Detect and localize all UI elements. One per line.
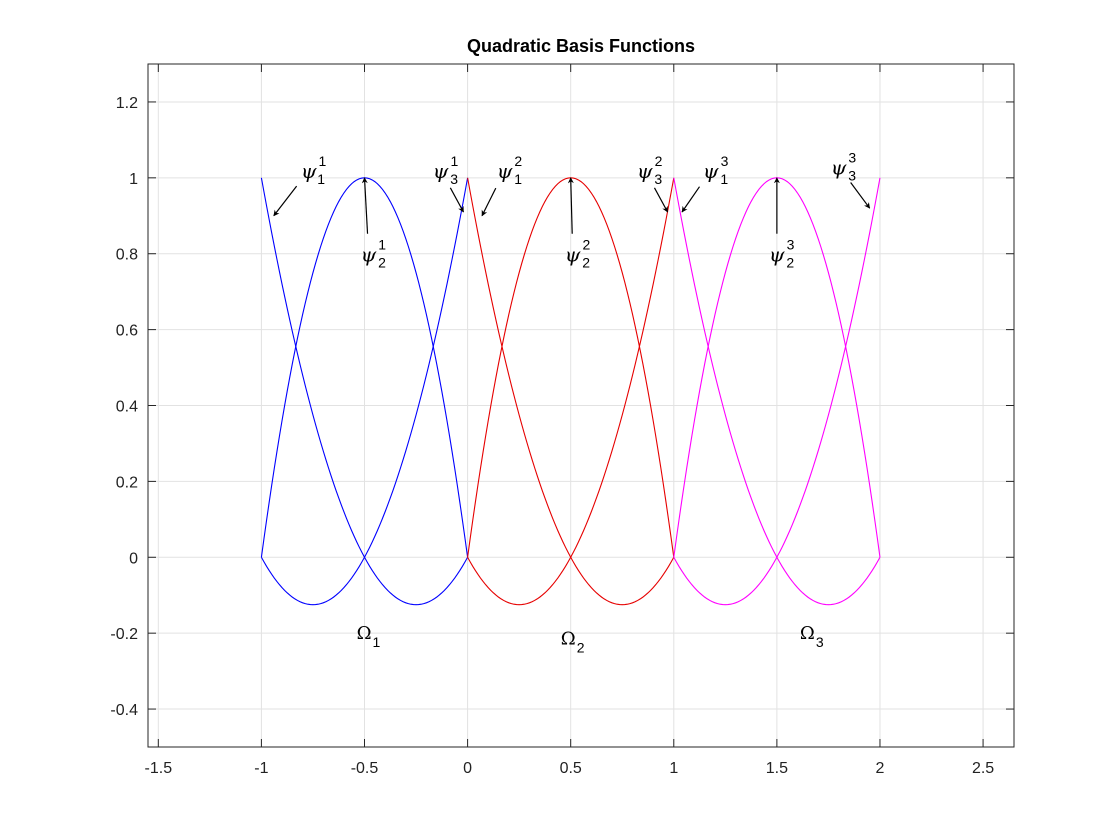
y-tick-label: 0 [129,550,138,567]
chart-title: Quadratic Basis Functions [467,36,695,56]
domain-label-base: Ω [800,623,815,644]
domain-label: Ω1 [357,623,381,650]
domain-label-sub: 3 [816,634,824,650]
y-tick-label: 0.4 [116,399,138,416]
x-tick-label: 1 [669,760,678,777]
annotation-arrow [449,187,464,213]
domain-label-base: Ω [561,629,576,650]
annotation-arrow [850,182,871,209]
annotation-sub: 2 [378,255,386,271]
annotation-sub: 3 [450,171,458,187]
annotation-sup: 1 [319,153,327,169]
curve-element-3-psi3 [673,177,881,606]
annotation-sup: 2 [582,237,590,253]
annotation-sub: 1 [317,171,325,187]
annotation-sup: 2 [514,153,522,169]
domain-label: Ω3 [800,623,824,650]
annotations: ψ 1 1ψ 1 2ψ 1 3 ψ 2 1ψ 2 2ψ 2 3 ψ 3 1ψ 3 2ψ 3 3 [273,149,871,271]
y-tick-label: 1.2 [116,95,138,112]
tick-marks [148,64,1014,747]
annotation-sub: 3 [654,171,662,187]
x-tick-label: 2 [876,760,885,777]
annotation-base: ψ [497,159,513,183]
annotation-base: ψ [703,159,719,183]
x-tick-label: 1.5 [766,760,788,777]
domain-label-sub: 2 [577,640,585,656]
y-tick-label: 1 [129,171,138,188]
basis-curves [260,177,881,606]
y-tick-label: -0.2 [110,626,138,643]
domain-label-sub: 1 [373,634,381,650]
x-tick-label: 2.5 [972,760,994,777]
annotation-sub: 2 [582,255,590,271]
y-tick-label: 0.8 [116,247,138,264]
annotation-arrow [681,186,701,213]
annotation-base: ψ [637,159,653,183]
x-tick-labels: -1.5 -1 -0.5 0 0.5 1 1.5 2 2.5 [145,760,995,777]
annotation-sup: 3 [787,237,795,253]
annotation-arrow [567,177,574,234]
domain-label: Ω2 [561,629,585,656]
annotation-arrow [481,187,497,217]
y-tick-label: -0.4 [110,702,138,719]
curve-element-1-psi3 [260,177,469,606]
annotation-arrow [653,187,669,213]
annotation-sub: 3 [848,167,856,183]
annotation-base: ψ [433,159,449,183]
y-tick-label: 0.6 [116,323,138,340]
annotation-base: ψ [769,243,785,267]
annotation-sup: 2 [655,153,663,169]
annotation-base: ψ [565,243,581,267]
annotation-sub: 1 [720,171,728,187]
annotation-arrow [273,185,298,217]
x-tick-label: -1.5 [145,760,173,777]
x-tick-label: 0 [463,760,472,777]
y-tick-labels: -0.4 -0.2 0 0.2 0.4 0.6 0.8 1 1.2 [110,95,138,719]
annotation-arrow [361,177,369,234]
annotation-sup: 1 [378,237,386,253]
annotation-sup: 3 [721,153,729,169]
y-tick-label: 0.2 [116,474,138,491]
annotation-base: ψ [301,159,317,183]
annotation-sub: 1 [514,171,522,187]
annotation-sub: 2 [786,255,794,271]
x-tick-label: -1 [254,760,268,777]
curve-element-2-psi3 [467,177,675,606]
annotation-sup: 3 [848,149,856,165]
x-tick-label: 0.5 [560,760,582,777]
annotation-sup: 1 [450,153,458,169]
annotation-base: ψ [361,243,377,267]
x-tick-label: -0.5 [351,760,379,777]
annotation-base: ψ [831,155,847,179]
domain-label-base: Ω [357,623,372,644]
